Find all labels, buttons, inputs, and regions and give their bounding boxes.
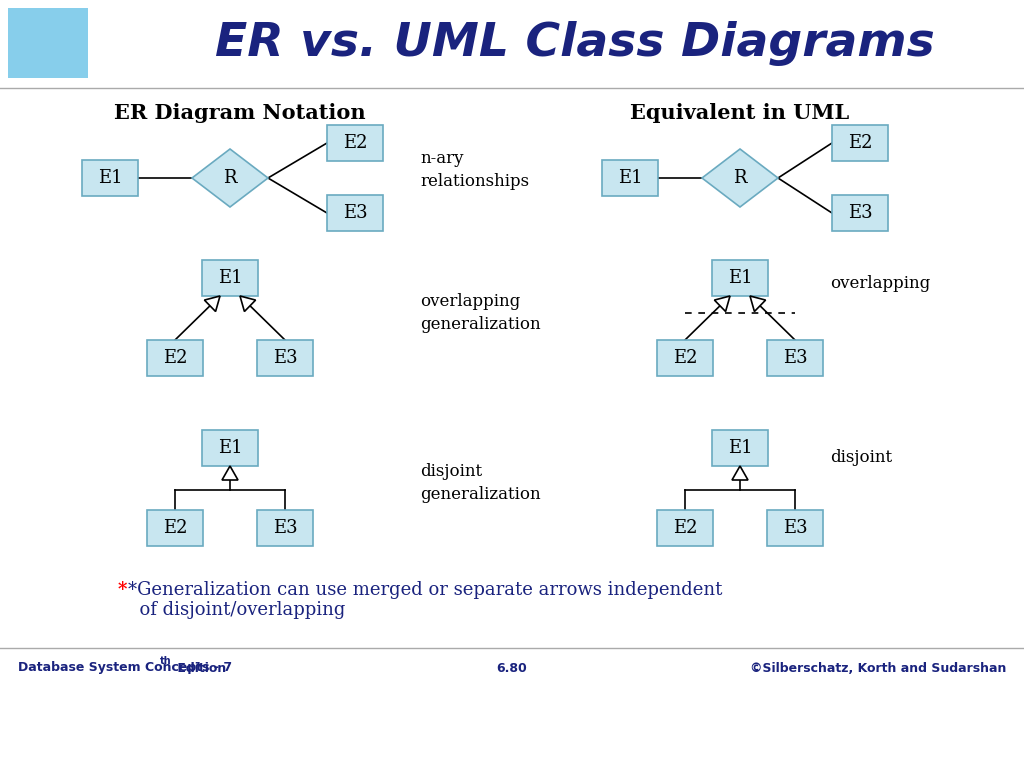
FancyBboxPatch shape (657, 510, 713, 546)
Polygon shape (222, 466, 238, 480)
FancyBboxPatch shape (147, 510, 203, 546)
Text: E2: E2 (163, 519, 187, 537)
FancyBboxPatch shape (147, 340, 203, 376)
Text: E3: E3 (272, 349, 297, 367)
Polygon shape (732, 466, 748, 480)
Text: *: * (118, 581, 127, 599)
Polygon shape (702, 149, 778, 207)
Polygon shape (715, 296, 730, 312)
Text: overlapping: overlapping (830, 274, 930, 292)
Text: Edition: Edition (173, 661, 226, 674)
Text: Database System Concepts - 7: Database System Concepts - 7 (18, 661, 232, 674)
Text: E1: E1 (617, 169, 642, 187)
Text: disjoint
generalization: disjoint generalization (420, 463, 541, 503)
Text: ©Silberschatz, Korth and Sudarshan: ©Silberschatz, Korth and Sudarshan (750, 661, 1006, 674)
FancyBboxPatch shape (831, 195, 888, 231)
Text: E2: E2 (343, 134, 368, 152)
FancyBboxPatch shape (712, 260, 768, 296)
FancyBboxPatch shape (257, 340, 313, 376)
FancyBboxPatch shape (202, 430, 258, 466)
Polygon shape (240, 296, 256, 312)
Text: E1: E1 (218, 439, 243, 457)
FancyBboxPatch shape (657, 340, 713, 376)
FancyBboxPatch shape (327, 125, 383, 161)
Text: ER vs. UML Class Diagrams: ER vs. UML Class Diagrams (215, 21, 935, 65)
Text: E2: E2 (848, 134, 872, 152)
FancyBboxPatch shape (767, 340, 823, 376)
FancyBboxPatch shape (257, 510, 313, 546)
FancyBboxPatch shape (202, 260, 258, 296)
Text: Equivalent in UML: Equivalent in UML (631, 103, 850, 123)
Text: E1: E1 (728, 439, 753, 457)
FancyBboxPatch shape (712, 430, 768, 466)
Text: E3: E3 (272, 519, 297, 537)
Polygon shape (750, 296, 766, 312)
FancyBboxPatch shape (767, 510, 823, 546)
Text: 6.80: 6.80 (497, 661, 527, 674)
FancyBboxPatch shape (82, 160, 138, 196)
Text: *Generalization can use merged or separate arrows independent: *Generalization can use merged or separa… (128, 581, 722, 599)
Text: E2: E2 (163, 349, 187, 367)
FancyBboxPatch shape (831, 125, 888, 161)
Text: E1: E1 (728, 269, 753, 287)
Text: E3: E3 (343, 204, 368, 222)
Text: E3: E3 (848, 204, 872, 222)
Text: overlapping
generalization: overlapping generalization (420, 293, 541, 333)
Text: n-ary
relationships: n-ary relationships (420, 150, 529, 190)
Polygon shape (193, 149, 268, 207)
Text: E2: E2 (673, 349, 697, 367)
Text: E1: E1 (218, 269, 243, 287)
FancyBboxPatch shape (8, 8, 88, 78)
Text: R: R (223, 169, 237, 187)
Text: E1: E1 (97, 169, 122, 187)
Text: R: R (733, 169, 746, 187)
FancyBboxPatch shape (602, 160, 658, 196)
Text: ER Diagram Notation: ER Diagram Notation (115, 103, 366, 123)
Text: of disjoint/overlapping: of disjoint/overlapping (128, 601, 345, 619)
FancyBboxPatch shape (327, 195, 383, 231)
Text: E3: E3 (782, 349, 807, 367)
Text: E2: E2 (673, 519, 697, 537)
Text: disjoint: disjoint (830, 449, 892, 466)
Text: th: th (160, 656, 172, 666)
Polygon shape (205, 296, 220, 312)
Text: E3: E3 (782, 519, 807, 537)
